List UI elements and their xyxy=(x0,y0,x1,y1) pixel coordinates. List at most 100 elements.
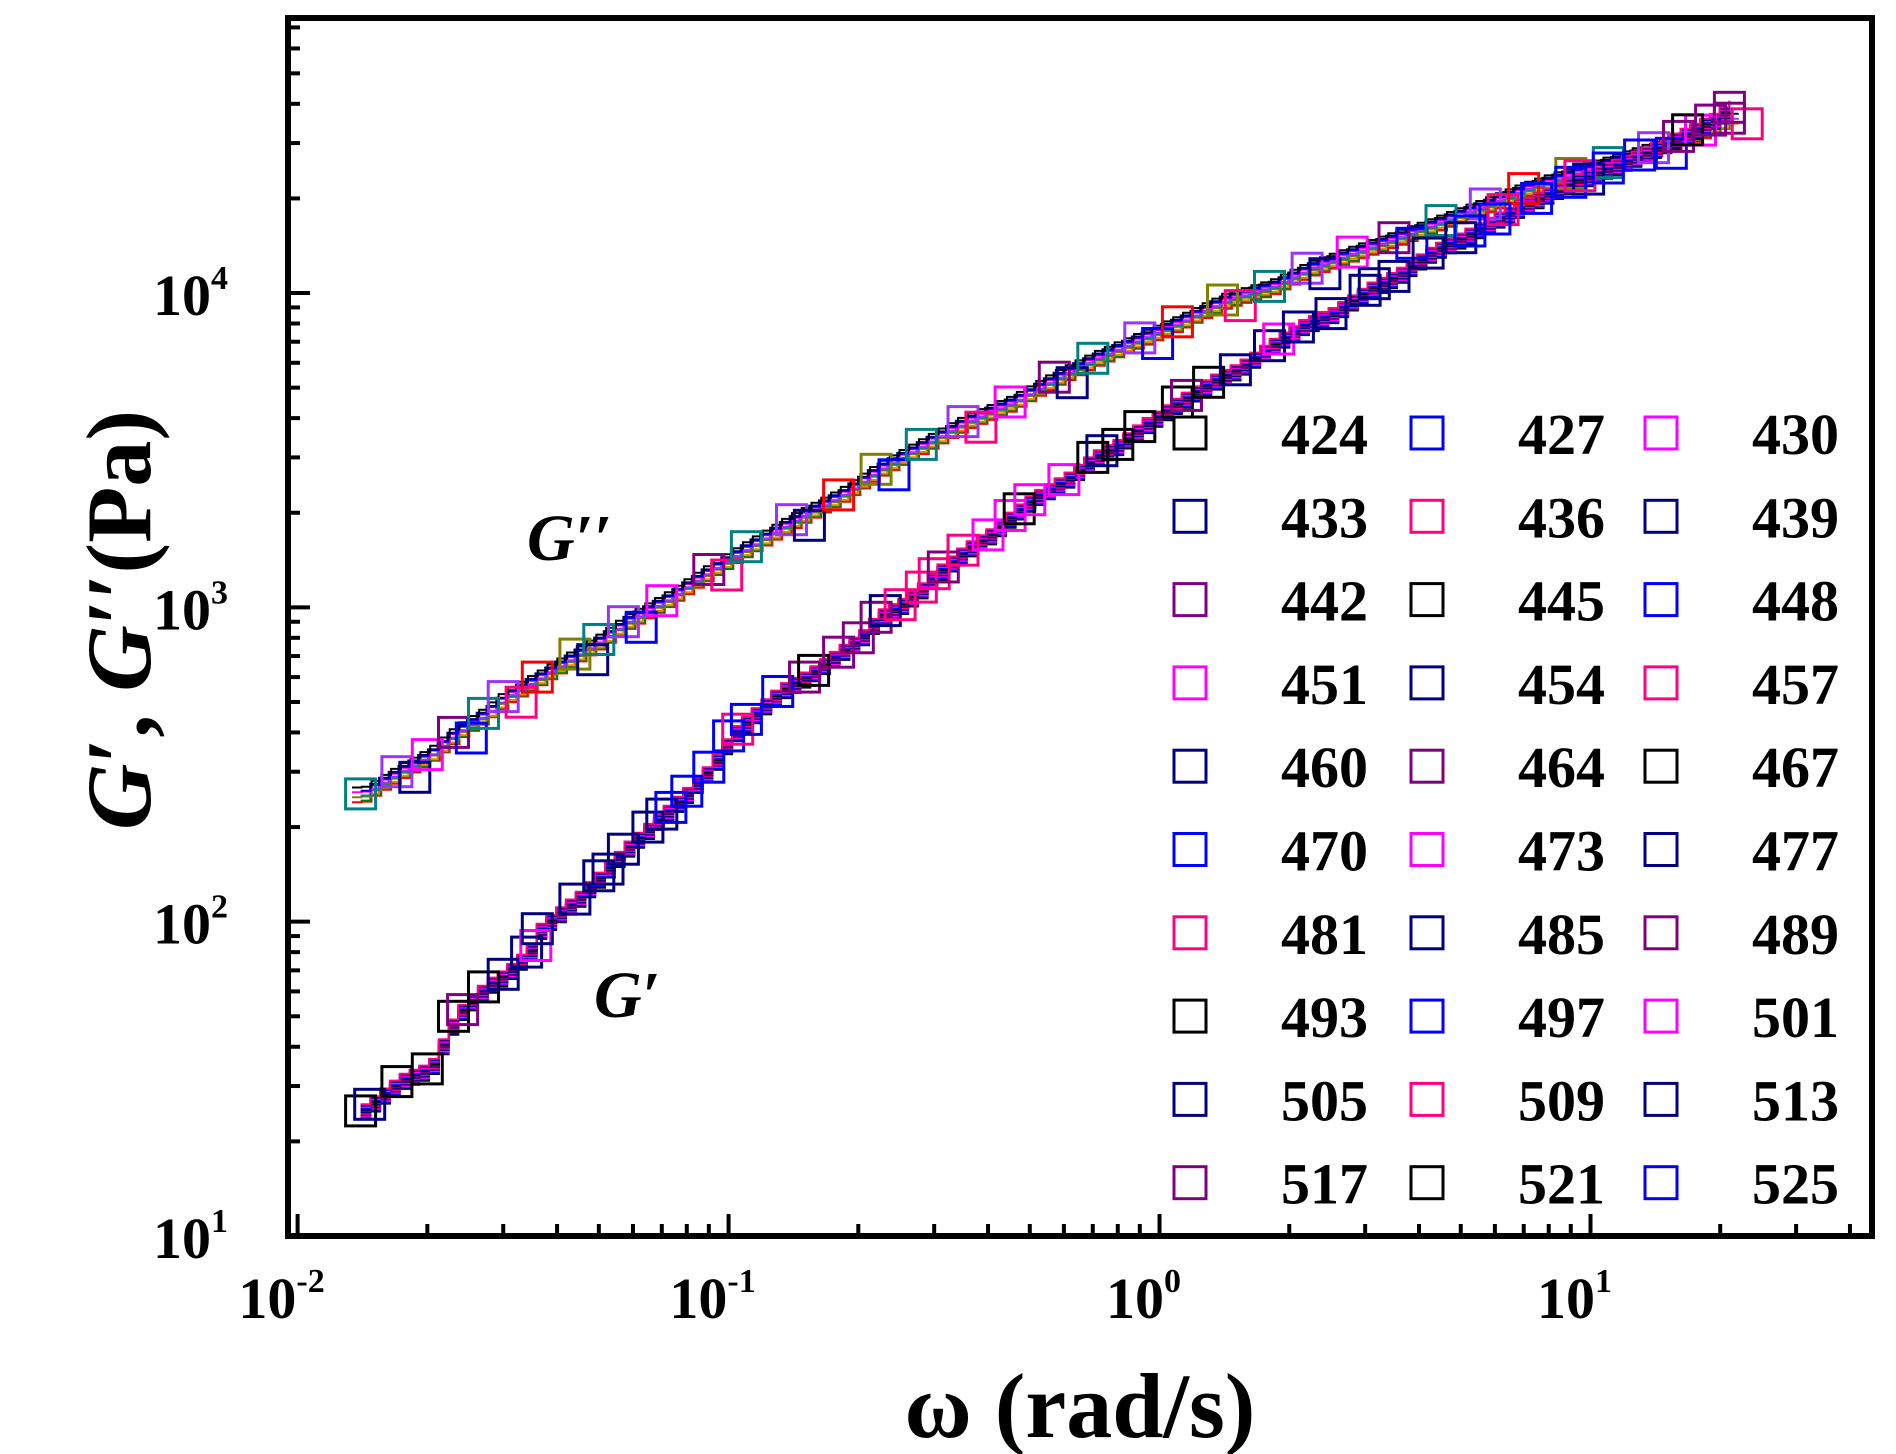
g2-marker xyxy=(1123,321,1157,355)
g1-marker xyxy=(1123,410,1157,444)
g1-marker xyxy=(1411,236,1445,270)
legend-marker xyxy=(1643,498,1679,534)
legend-marker xyxy=(1172,498,1208,534)
legend-marker xyxy=(1643,1081,1679,1117)
x-tick-exp: 0 xyxy=(1164,1263,1181,1300)
g2-marker xyxy=(904,427,938,461)
legend-marker xyxy=(1172,915,1208,951)
legend-label: 467 xyxy=(1752,735,1839,800)
g2-marker xyxy=(1206,283,1239,317)
x-tick-label: 100 xyxy=(1106,1263,1181,1331)
g2-marker xyxy=(582,623,616,656)
legend-label: 460 xyxy=(1281,735,1368,800)
g2-marker xyxy=(1308,257,1342,291)
g1-marker xyxy=(883,588,917,622)
legend-label: 489 xyxy=(1752,902,1839,967)
y-tick-base: 10 xyxy=(153,577,211,642)
legend-marker xyxy=(1409,1081,1445,1117)
g2-marker xyxy=(729,530,763,564)
legend-label: 448 xyxy=(1752,569,1839,634)
g1-marker xyxy=(1478,202,1512,236)
legend-marker xyxy=(1409,498,1445,534)
legend-marker xyxy=(1172,1081,1208,1117)
g2-curve-8 xyxy=(369,112,1739,785)
legend-label: 481 xyxy=(1281,902,1368,967)
g1-marker xyxy=(1047,463,1081,497)
g1-marker xyxy=(519,929,553,962)
g1-marker xyxy=(1662,119,1695,153)
g2-marker xyxy=(606,605,640,639)
legend-label: 439 xyxy=(1752,485,1839,550)
y-title-prime1: ′ xyxy=(68,738,170,764)
legend-marker xyxy=(1409,832,1445,867)
legend-marker xyxy=(1409,415,1445,451)
legend-label: 424 xyxy=(1281,402,1368,467)
g2-marker xyxy=(624,610,658,644)
g2-marker xyxy=(822,478,856,512)
g2-marker xyxy=(859,452,893,486)
x-tick-base: 10 xyxy=(1106,1266,1164,1331)
g1-marker xyxy=(904,570,938,604)
g1-marker xyxy=(1623,138,1657,172)
g1-marker xyxy=(1563,159,1597,193)
x-tick-base: 10 xyxy=(1537,1266,1595,1331)
g1-marker xyxy=(841,621,875,655)
legend-marker xyxy=(1172,665,1208,701)
g1-marker xyxy=(917,557,951,591)
y-tick-label: 104 xyxy=(153,260,228,328)
g1-marker xyxy=(1520,181,1554,215)
g1-marker xyxy=(1002,492,1036,526)
g1-marker xyxy=(1444,221,1478,255)
g2-marker xyxy=(520,660,554,694)
legend-marker xyxy=(1643,998,1679,1034)
g1-marker xyxy=(1076,440,1110,474)
g1-marker xyxy=(797,653,831,687)
g1-marker xyxy=(1671,113,1705,147)
plot-frame xyxy=(285,15,1875,1239)
g1-marker xyxy=(1281,310,1315,344)
legend-label: 433 xyxy=(1281,485,1368,550)
legend-label: 501 xyxy=(1752,985,1839,1050)
axis-ticks xyxy=(288,25,1852,1238)
g1-marker xyxy=(1192,365,1226,399)
g2-marker xyxy=(993,385,1027,419)
y-tick-label: 103 xyxy=(153,574,228,642)
g1-marker xyxy=(1453,214,1487,248)
g1-marker xyxy=(692,750,726,784)
g1-marker xyxy=(859,600,893,634)
x-axis-title: ω (rad/s) xyxy=(905,1355,1256,1454)
legend-marker xyxy=(1643,415,1679,451)
legend-label: 436 xyxy=(1518,485,1605,550)
g1-marker xyxy=(1101,427,1135,461)
legend-label: 464 xyxy=(1518,735,1605,800)
legend-label: 427 xyxy=(1518,402,1605,467)
g1-marker xyxy=(1357,267,1391,301)
y-tick-exp: 4 xyxy=(211,260,228,297)
g2-marker xyxy=(344,777,378,811)
g2-marker xyxy=(877,458,911,492)
g1-marker xyxy=(486,957,520,991)
g2-marker xyxy=(1253,269,1286,303)
legend-marker xyxy=(1643,665,1679,701)
g1-marker xyxy=(446,993,480,1027)
legend-marker xyxy=(1409,665,1445,701)
g1-marker xyxy=(1712,90,1746,124)
annotation-g-double-prime: G′′ xyxy=(527,502,612,575)
y-title-sep: , xyxy=(68,692,170,738)
g2-marker xyxy=(1486,193,1520,227)
y-axis-title: G′, G′′(Pa) xyxy=(68,410,170,830)
g2-curve-0 xyxy=(352,130,1722,804)
legend-marker xyxy=(1643,582,1679,618)
g1-marker xyxy=(467,970,500,1004)
legend-label: 430 xyxy=(1752,402,1839,467)
g2-marker xyxy=(437,715,470,749)
legend: 424 427 430 433 436 439 442 445 448 451 454 457 460 4… xyxy=(1172,402,1839,1217)
g1-marker xyxy=(520,912,554,946)
legend-label: 442 xyxy=(1281,569,1368,634)
g1-marker xyxy=(926,550,960,584)
legend-label: 493 xyxy=(1281,985,1368,1050)
g1-marker xyxy=(1314,297,1348,331)
g1-marker xyxy=(1218,353,1252,387)
legend-marker xyxy=(1172,998,1208,1034)
g1-marker xyxy=(1253,329,1286,363)
